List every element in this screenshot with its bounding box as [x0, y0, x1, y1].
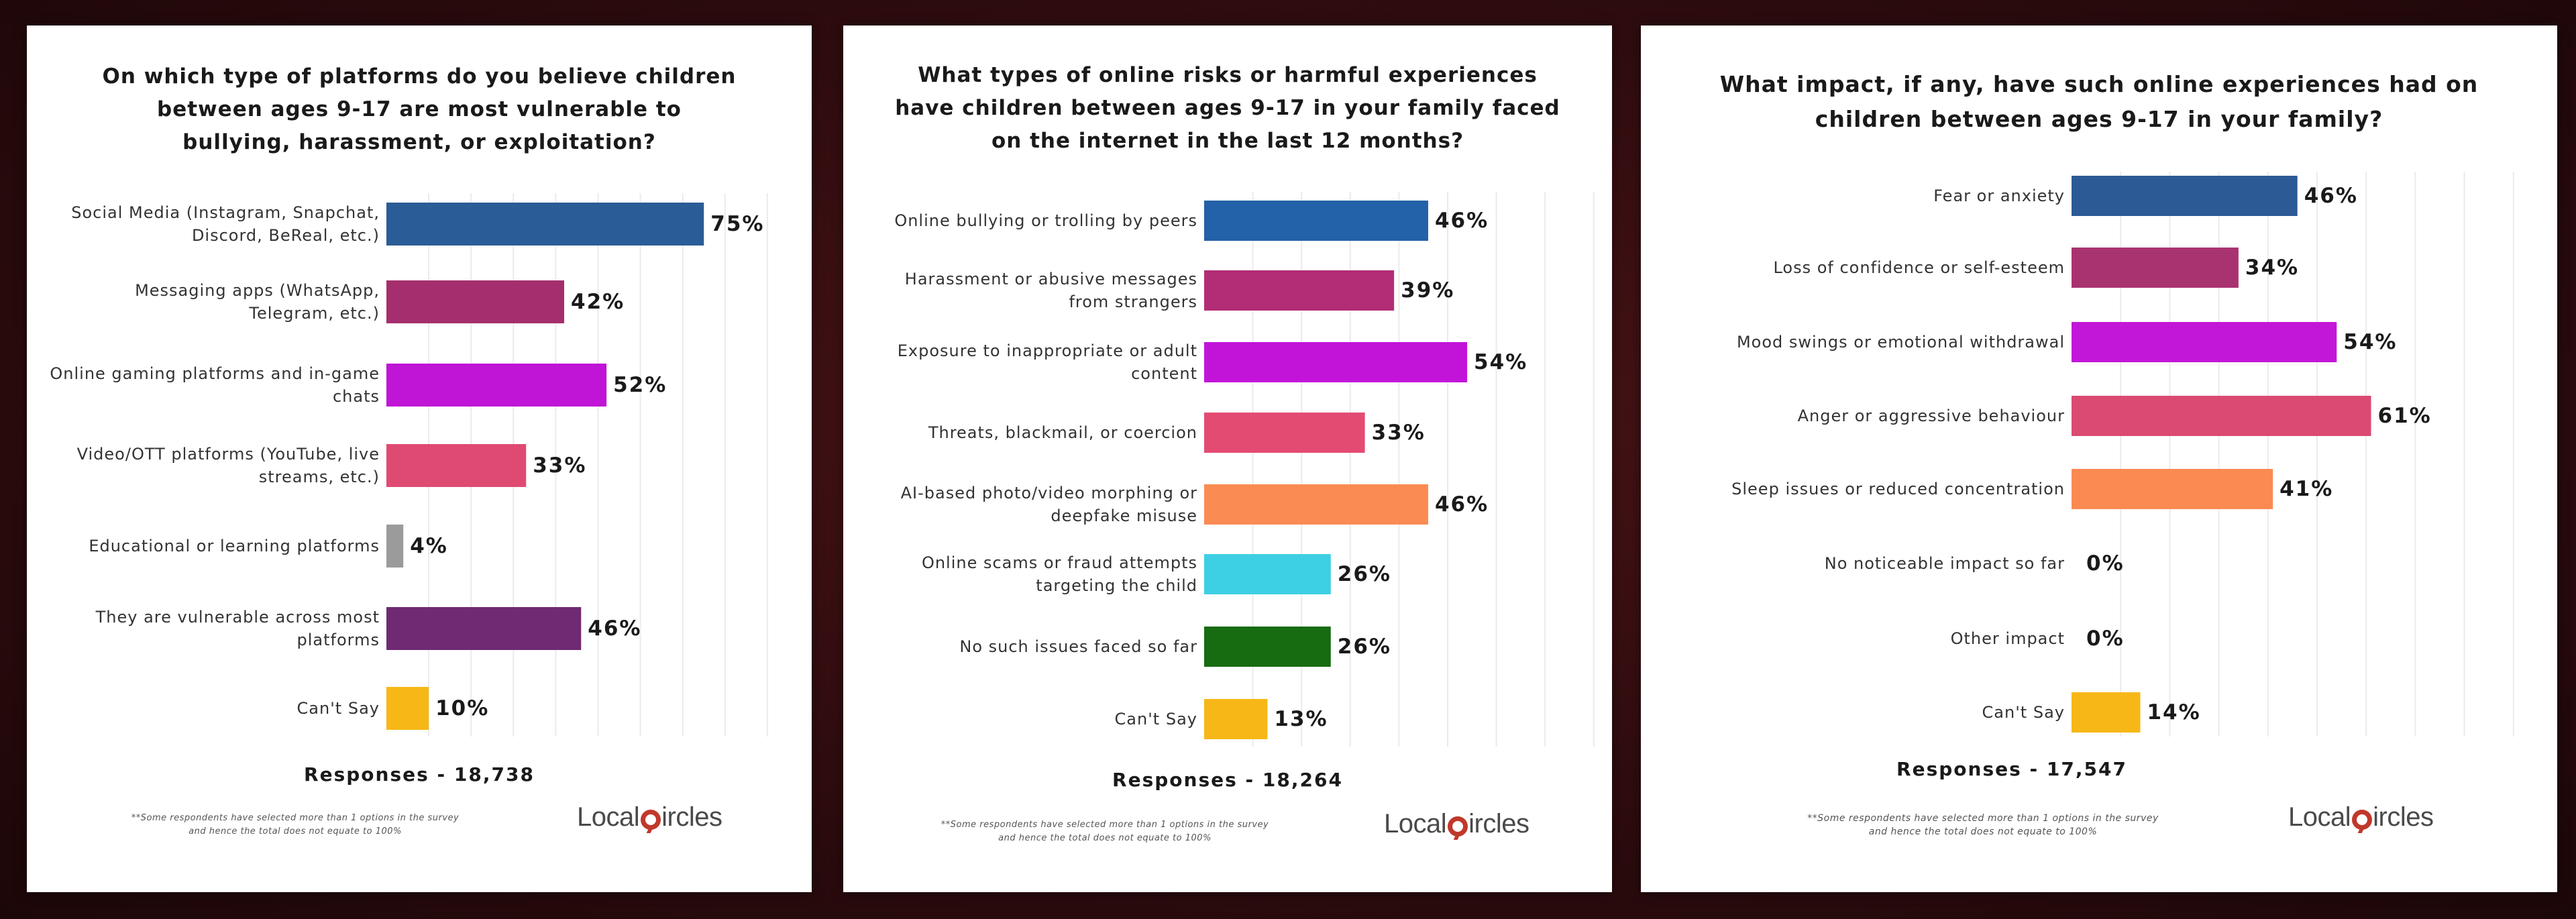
- value-label-3: 33%: [533, 453, 587, 478]
- localcircles-logo: Local ircles: [577, 802, 722, 832]
- category-label-0: Online bullying or trolling by peers: [894, 211, 1197, 230]
- value-label-1: 42%: [571, 290, 625, 314]
- category-label-0: Fear or anxiety: [1933, 186, 2065, 205]
- value-label-0: 46%: [1434, 209, 1489, 233]
- chart-title: What types of online risks or harmful ex…: [895, 63, 1560, 153]
- bar-0: [2072, 176, 2298, 216]
- footnote-line-1: **Some respondents have selected more th…: [1807, 813, 2159, 824]
- bar-7: [1204, 699, 1268, 739]
- value-label-2: 54%: [1474, 350, 1528, 374]
- bar-1: [2072, 248, 2239, 288]
- chart-title: What impact, if any, have such online ex…: [1719, 71, 2479, 132]
- footnote-line-1: **Some respondents have selected more th…: [131, 813, 460, 823]
- footnote-line-2: and hence the total does not equate to 1…: [189, 826, 402, 836]
- logo-c-mark: [641, 810, 661, 830]
- category-label-2: Exposure to inappropriate or adult conte…: [897, 341, 1197, 383]
- value-label-1: 34%: [2245, 256, 2300, 280]
- value-label-0: 46%: [2304, 184, 2358, 208]
- responses-count: Responses - 17,547: [1896, 758, 2127, 780]
- bar-3: [1204, 413, 1365, 453]
- category-label-2: Mood swings or emotional withdrawal: [1736, 333, 2065, 352]
- bar-4: [1204, 484, 1428, 525]
- value-label-4: 4%: [410, 534, 448, 558]
- localcircles-logo: Local ircles: [1384, 809, 1529, 839]
- bar-4: [386, 525, 404, 567]
- localcircles-logo: Local ircles: [2288, 802, 2434, 832]
- bar-5: [386, 607, 582, 650]
- bar-3: [2072, 396, 2371, 436]
- category-label-3: Video/OTT platforms (YouTube, live strea…: [76, 445, 380, 486]
- bar-4: [2072, 469, 2273, 509]
- category-label-3: Threats, blackmail, or coercion: [928, 423, 1197, 442]
- value-label-3: 33%: [1371, 421, 1426, 445]
- value-label-5: 26%: [1337, 562, 1391, 586]
- value-label-7: 13%: [1274, 707, 1328, 731]
- bar-0: [386, 203, 704, 246]
- value-label-5: 46%: [588, 616, 642, 641]
- bar-1: [1204, 270, 1395, 311]
- footnote: **Some respondents have selected more th…: [1741, 812, 2224, 839]
- bar-6: [1204, 627, 1331, 667]
- value-label-6: 0%: [2086, 627, 2125, 651]
- chart-panel-risks: What types of online risks or harmful ex…: [843, 25, 1612, 892]
- chart-svg-risks: [1204, 192, 1595, 747]
- footnote: **Some respondents have selected more th…: [94, 812, 496, 839]
- chart-panel-impact: What impact, if any, have such online ex…: [1641, 25, 2557, 892]
- category-label-5: Online scams or fraud attempts targeting…: [921, 553, 1197, 595]
- responses-count: Responses - 18,264: [1112, 769, 1343, 791]
- value-label-4: 41%: [2279, 477, 2334, 501]
- chart-title: On which type of platforms do you believ…: [102, 64, 737, 154]
- bar-2: [2072, 322, 2337, 362]
- value-label-2: 54%: [2343, 330, 2398, 354]
- value-label-2: 52%: [613, 373, 667, 397]
- chart-panel-platforms: On which type of platforms do you believ…: [27, 25, 812, 892]
- value-label-1: 39%: [1401, 278, 1455, 303]
- category-label-4: Sleep issues or reduced concentration: [1731, 480, 2065, 498]
- category-label-0: Social Media (Instagram, Snapchat, Disco…: [71, 203, 380, 245]
- category-label-6: Can't Say: [297, 699, 380, 718]
- value-label-0: 75%: [710, 212, 765, 236]
- category-label-2: Online gaming platforms and in-game chat…: [50, 364, 380, 406]
- logo-c-mark: [2352, 810, 2373, 830]
- bar-1: [386, 280, 565, 323]
- value-label-6: 10%: [435, 696, 490, 720]
- bar-0: [1204, 201, 1428, 241]
- footnote-line-2: and hence the total does not equate to 1…: [998, 833, 1212, 843]
- bar-3: [386, 444, 527, 487]
- category-label-1: Messaging apps (WhatsApp, Telegram, etc.…: [135, 281, 380, 323]
- chart-svg-platforms: [386, 193, 768, 737]
- value-label-7: 14%: [2147, 700, 2201, 724]
- footnote-line-2: and hence the total does not equate to 1…: [1868, 826, 2098, 837]
- footnote-line-1: **Some respondents have selected more th…: [941, 820, 1269, 830]
- logo-c-mark: [1448, 816, 1468, 836]
- category-label-6: No such issues faced so far: [959, 637, 1197, 656]
- chart-svg-impact: [2072, 172, 2514, 737]
- category-label-3: Anger or aggressive behaviour: [1797, 407, 2065, 425]
- category-label-5: They are vulnerable across most platform…: [95, 608, 380, 649]
- category-label-7: Can't Say: [1982, 703, 2065, 722]
- category-label-7: Can't Say: [1114, 710, 1197, 728]
- category-label-5: No noticeable impact so far: [1824, 554, 2065, 573]
- value-label-4: 46%: [1434, 492, 1489, 517]
- bar-7: [2072, 692, 2141, 733]
- value-label-5: 0%: [2086, 551, 2125, 576]
- category-label-1: Loss of confidence or self-esteem: [1773, 258, 2065, 277]
- category-label-4: Educational or learning platforms: [89, 537, 380, 555]
- category-label-1: Harassment or abusive messages from stra…: [904, 270, 1197, 311]
- category-label-6: Other impact: [1950, 629, 2065, 648]
- bar-5: [1204, 554, 1331, 594]
- footnote: **Some respondents have selected more th…: [924, 818, 1286, 845]
- responses-count: Responses - 18,738: [304, 763, 535, 786]
- category-label-4: AI-based photo/video morphing or deepfak…: [900, 484, 1197, 525]
- bar-2: [386, 364, 607, 407]
- bar-6: [386, 687, 429, 730]
- bar-2: [1204, 342, 1468, 382]
- value-label-3: 61%: [2377, 404, 2432, 428]
- value-label-6: 26%: [1337, 635, 1391, 659]
